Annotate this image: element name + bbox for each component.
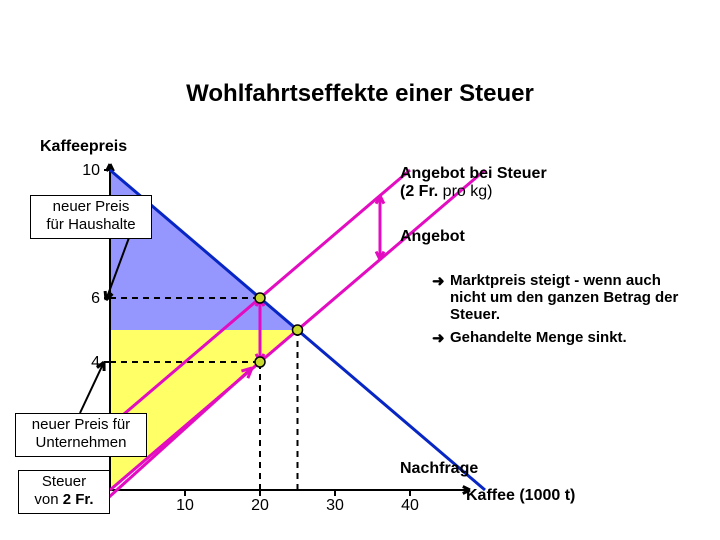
svg-text:6: 6 — [91, 290, 100, 307]
bullet-list: ➜Marktpreis steigt - wenn auch nicht um … — [432, 272, 692, 353]
svg-text:40: 40 — [401, 497, 419, 514]
bullet-text: Marktpreis steigt - wenn auch nicht um d… — [450, 272, 692, 323]
bullet-text: Gehandelte Menge sinkt. — [450, 329, 627, 346]
bullet-arrow-icon: ➜ — [432, 272, 450, 290]
supply-tax-label: Angebot bei Steuer (2 Fr. pro kg) — [400, 165, 547, 201]
box-neuer-preis-unternehmen: neuer Preis fürUnternehmen — [15, 413, 147, 457]
box-neuer-preis-haushalte: neuer Preisfür Haushalte — [30, 195, 152, 239]
bullet-item: ➜Marktpreis steigt - wenn auch nicht um … — [432, 272, 692, 323]
bullet-item: ➜Gehandelte Menge sinkt. — [432, 329, 692, 347]
svg-text:10: 10 — [176, 497, 194, 514]
box-steuer: Steuervon 2 Fr. — [18, 470, 110, 514]
svg-text:20: 20 — [251, 497, 269, 514]
slide: Wohlfahrtseffekte einer Steuer Kaffeepre… — [0, 0, 720, 540]
svg-text:30: 30 — [326, 497, 344, 514]
supply-label: Angebot — [400, 228, 465, 246]
svg-text:4: 4 — [91, 354, 100, 371]
demand-label: Nachfrage — [400, 460, 478, 478]
x-axis-title: Kaffee (1000 t) — [466, 487, 575, 505]
svg-text:10: 10 — [82, 162, 100, 179]
chart-canvas: 10 20 30 40 4 6 10 — [0, 0, 720, 540]
bullet-arrow-icon: ➜ — [432, 329, 450, 347]
